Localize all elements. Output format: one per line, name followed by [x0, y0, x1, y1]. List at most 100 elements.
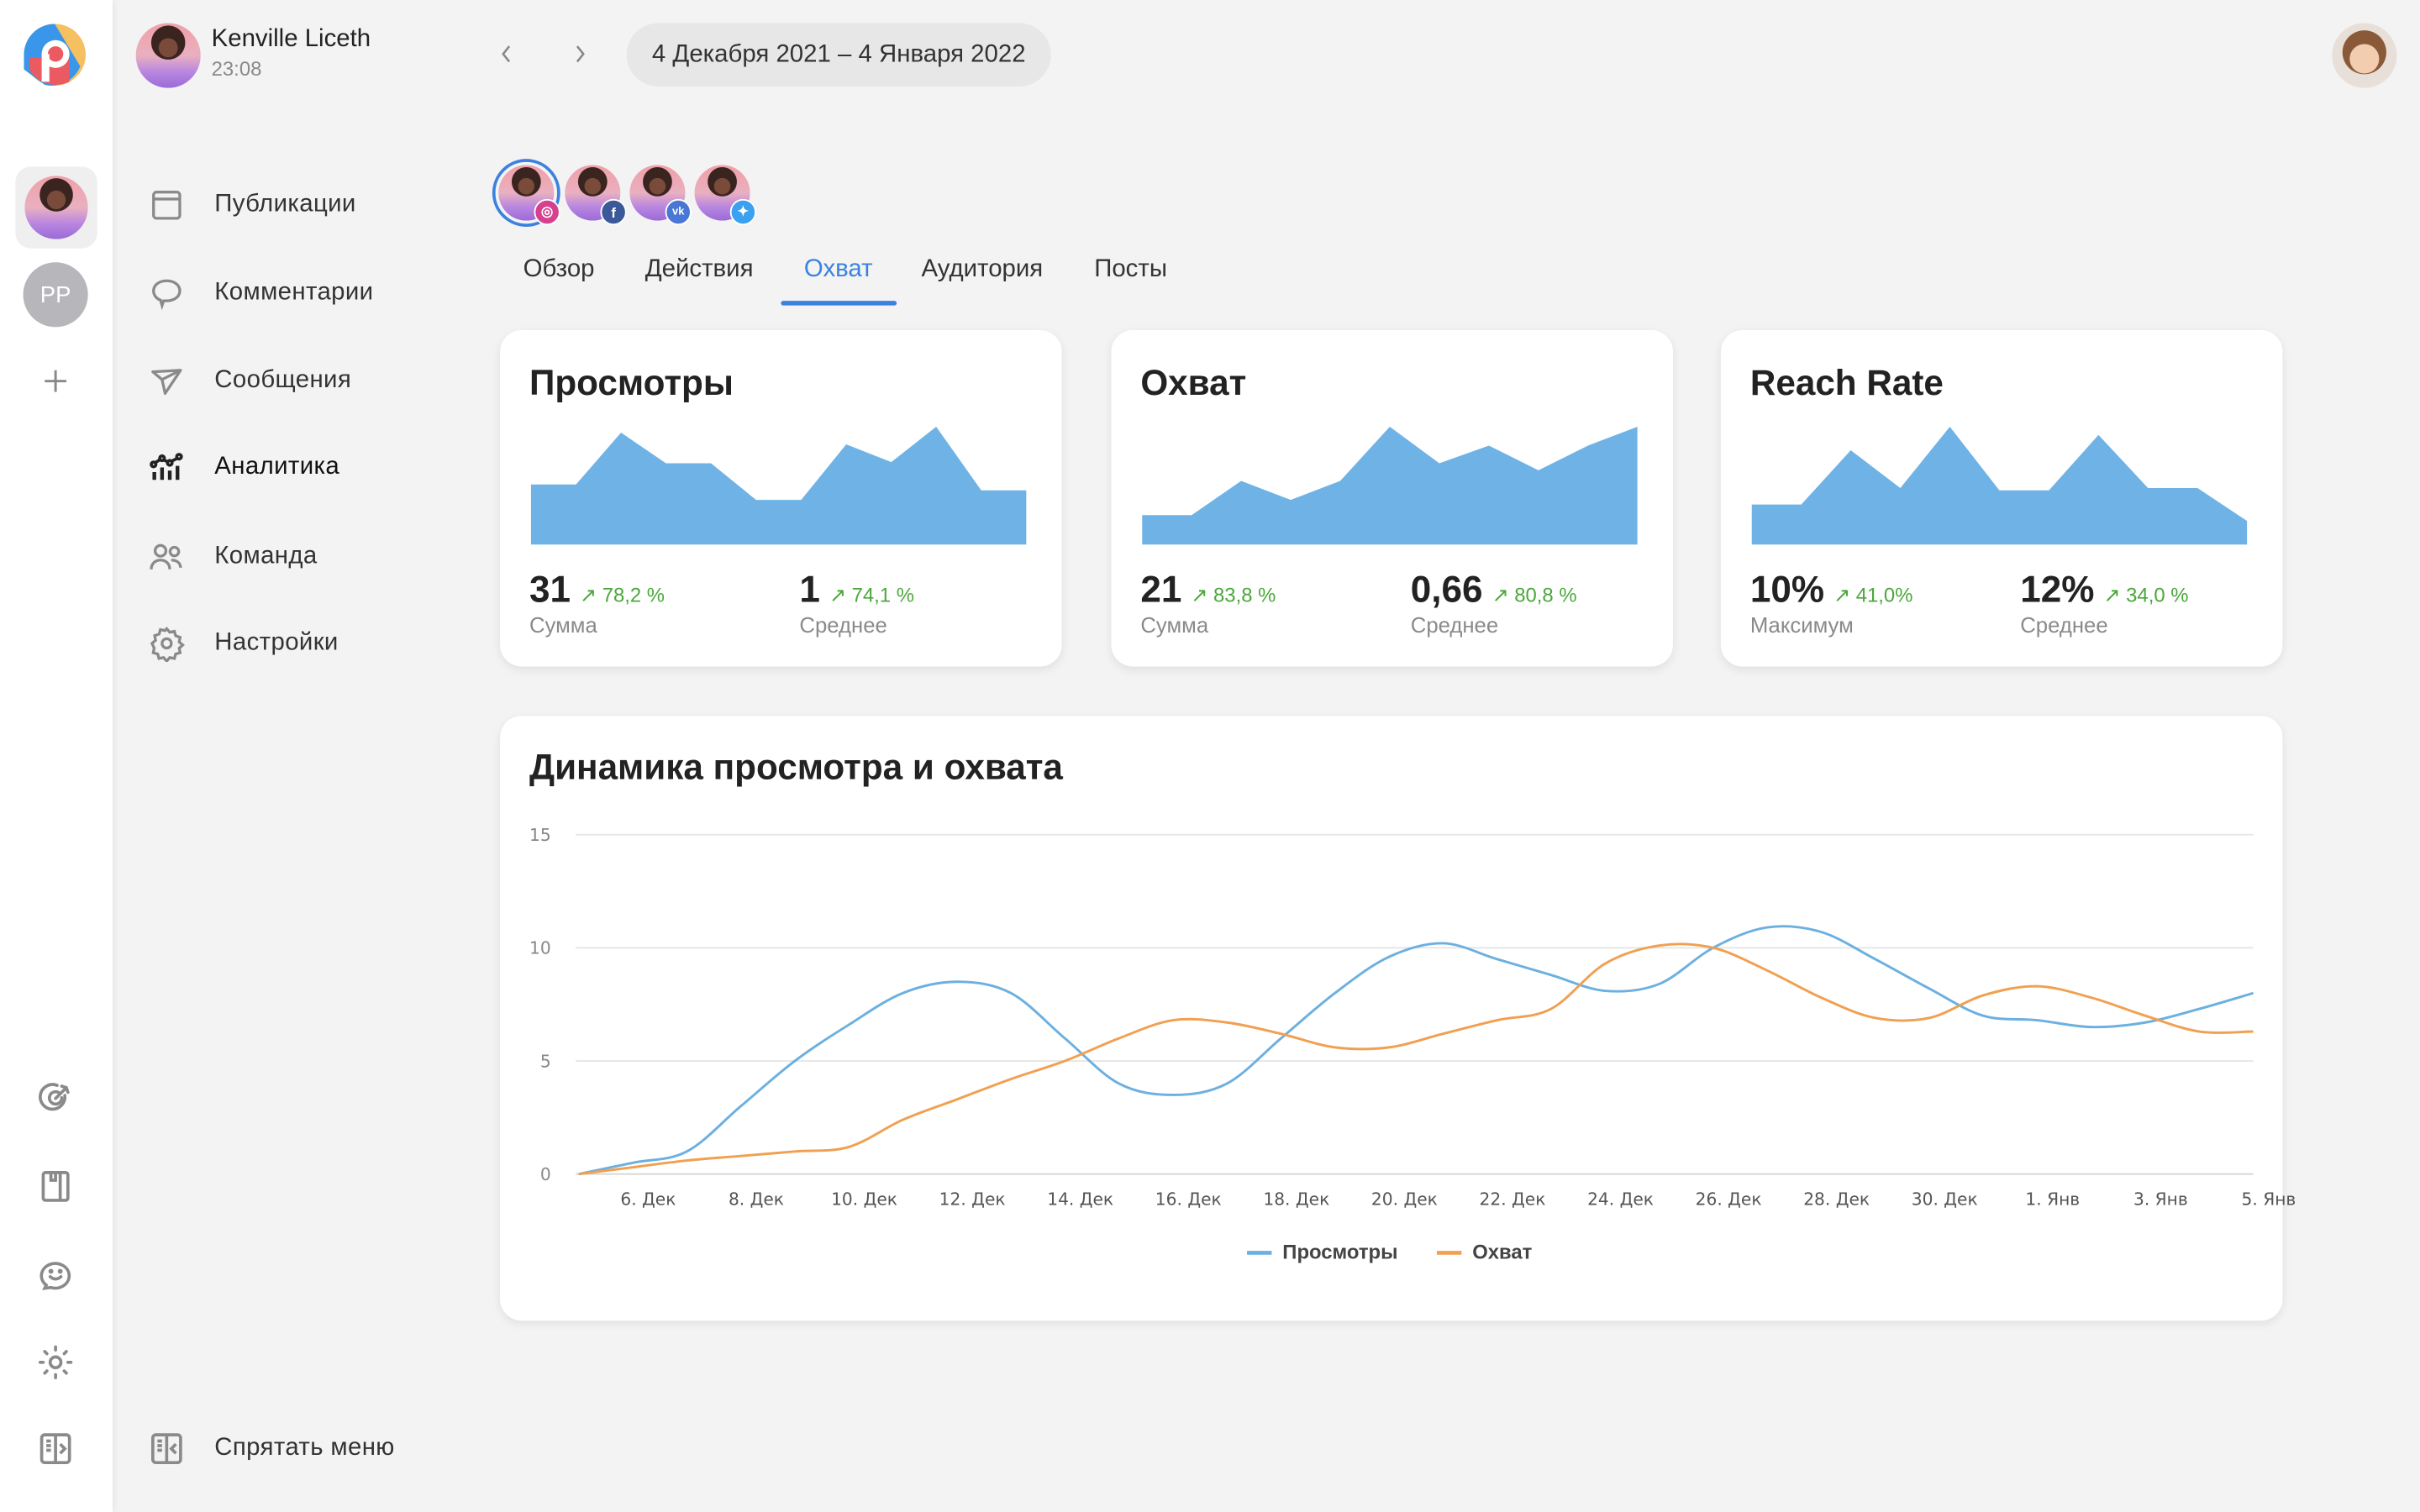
current-time: 23:08: [211, 56, 262, 81]
sidebar-item-messages[interactable]: Сообщения: [148, 358, 351, 404]
account-avatar: [24, 176, 88, 239]
stat-block: 21 ↗ 83,8 % Сумма: [1140, 570, 1276, 638]
comment-icon: [152, 279, 182, 311]
stat-block: 10% ↗ 41,0% Максимум: [1750, 570, 1913, 638]
date-range-picker[interactable]: 4 Декабря 2021 – 4 Января 2022: [626, 23, 1051, 87]
sidebar-item-label: Сообщения: [214, 367, 352, 394]
stat-change: ↗ 34,0 %: [2103, 583, 2189, 606]
active-tab-underline: [781, 301, 897, 305]
tab-audience[interactable]: Аудитория: [921, 255, 1044, 283]
legend-label[interactable]: Просмотры: [1282, 1242, 1397, 1264]
tab-reach[interactable]: Охват: [803, 255, 873, 283]
expand-menu-icon[interactable]: [37, 1431, 74, 1467]
stat-label: Максимум: [1749, 612, 1854, 638]
social-account-vk[interactable]: vk: [629, 165, 692, 226]
collapse-menu-icon: [150, 1433, 182, 1465]
x-tick-label: 24. Дек: [1587, 1189, 1654, 1209]
card-title: Просмотры: [529, 362, 734, 403]
stat-label: Среднее: [799, 612, 887, 638]
stat-block: 12% ↗ 34,0 % Среднее: [2020, 570, 2188, 638]
profile-avatar[interactable]: [2332, 23, 2397, 88]
chart-title: Динамика просмотра и охвата: [529, 746, 1063, 787]
stat-value: 21: [1140, 569, 1182, 612]
account-rail: PP: [0, 0, 113, 1512]
social-account-instagram[interactable]: ◎: [492, 159, 560, 227]
sparkline: [530, 427, 1027, 545]
stat-change: ↗ 83,8 %: [1191, 583, 1276, 606]
stat-label: Среднее: [2020, 612, 2108, 638]
sparkline: [1751, 427, 2248, 545]
social-account-facebook[interactable]: f: [565, 165, 627, 226]
stat-change: ↗ 41,0%: [1833, 583, 1913, 606]
stat-value: 1: [799, 569, 820, 612]
sidebar-item-label: Аналитика: [214, 453, 340, 480]
sparkline-area: [1751, 427, 2248, 545]
x-tick-label: 12. Дек: [939, 1189, 1006, 1209]
tab-posts[interactable]: Посты: [1094, 255, 1167, 283]
smile-chat-icon[interactable]: [37, 1256, 74, 1293]
sidebar-item-comments[interactable]: Комментарии: [148, 270, 373, 316]
tab-actions[interactable]: Действия: [644, 255, 754, 283]
views-card: Просмотры 31 ↗ 78,2 % Сумма 1 ↗ 74,1 % Сре…: [500, 330, 1062, 667]
add-account-plus-icon[interactable]: [40, 365, 71, 396]
y-tick-label: 5: [540, 1051, 551, 1071]
gear-icon: [150, 626, 185, 662]
x-tick-label: 18. Дек: [1263, 1189, 1329, 1209]
social-account-twitter[interactable]: ✦: [694, 165, 756, 226]
sidebar-item-label: Комментарии: [214, 279, 374, 306]
stat-label: Среднее: [1410, 612, 1499, 638]
hide-menu-button[interactable]: Спрятать меню: [148, 1425, 394, 1472]
sparkline-area: [1142, 427, 1638, 545]
y-tick-label: 0: [540, 1164, 551, 1184]
sidebar-item-label: Публикации: [214, 191, 356, 218]
instagram-icon: ◎: [534, 198, 560, 226]
account-switch-selected[interactable]: [15, 166, 97, 249]
book-icon[interactable]: [37, 1168, 74, 1205]
y-tick-label: 10: [529, 938, 551, 958]
user-avatar[interactable]: [135, 23, 201, 88]
reach-card: Охват 21 ↗ 83,8 % Сумма 0,66 ↗ 80,8 % Сред…: [1111, 330, 1673, 667]
card-title: Reach Rate: [1749, 362, 1944, 403]
next-period-chevron-right-icon[interactable]: [568, 42, 592, 66]
sidebar-item-publications[interactable]: Публикации: [148, 182, 355, 228]
stat-block: 1 ↗ 74,1 % Среднее: [799, 570, 914, 638]
legend-label[interactable]: Охват: [1472, 1242, 1532, 1264]
x-tick-label: 14. Дек: [1047, 1189, 1113, 1209]
sun-icon[interactable]: [37, 1344, 74, 1381]
calendar-window-icon: [152, 191, 182, 220]
stat-label: Сумма: [529, 612, 597, 638]
hide-menu-label: Спрятать меню: [214, 1435, 395, 1462]
account-avatar: ◎: [498, 165, 560, 226]
x-tick-label: 5. Янв: [2242, 1189, 2296, 1209]
sidebar-item-settings[interactable]: Настройки: [148, 620, 338, 666]
x-tick-label: 3. Янв: [2133, 1189, 2188, 1209]
y-tick-label: 15: [529, 825, 551, 845]
stat-value: 0,66: [1410, 569, 1483, 612]
sidebar-item-analytics[interactable]: Аналитика: [148, 444, 339, 491]
facebook-icon: f: [600, 198, 627, 226]
x-tick-label: 28. Дек: [1803, 1189, 1870, 1209]
target-icon[interactable]: [37, 1080, 74, 1117]
sparkline-area: [530, 427, 1027, 545]
series-line-reach: [578, 942, 2254, 1176]
sidebar-item-team[interactable]: Команда: [148, 533, 317, 580]
series-line-views: [578, 925, 2254, 1176]
views-reach-chart-card: Динамика просмотра и охвата: [500, 716, 2283, 1321]
x-tick-label: 26. Дек: [1696, 1189, 1762, 1209]
twitter-icon: ✦: [729, 198, 756, 226]
date-range-text: 4 Декабря 2021 – 4 Января 2022: [651, 40, 1026, 67]
stat-value: 12%: [2020, 569, 2095, 612]
tab-overview[interactable]: Обзор: [523, 255, 595, 283]
analytics-icon: [150, 453, 183, 480]
app-logo[interactable]: [24, 24, 87, 87]
stat-change: ↗ 80,8 %: [1491, 583, 1577, 606]
stat-label: Сумма: [1140, 612, 1209, 638]
x-tick-label: 6. Дек: [620, 1189, 676, 1209]
prev-period-chevron-left-icon[interactable]: [494, 42, 518, 66]
x-tick-label: 22. Дек: [1480, 1189, 1546, 1209]
stat-change: ↗ 78,2 %: [580, 583, 666, 606]
x-tick-label: 16. Дек: [1155, 1189, 1222, 1209]
account-pp[interactable]: PP: [23, 262, 88, 328]
